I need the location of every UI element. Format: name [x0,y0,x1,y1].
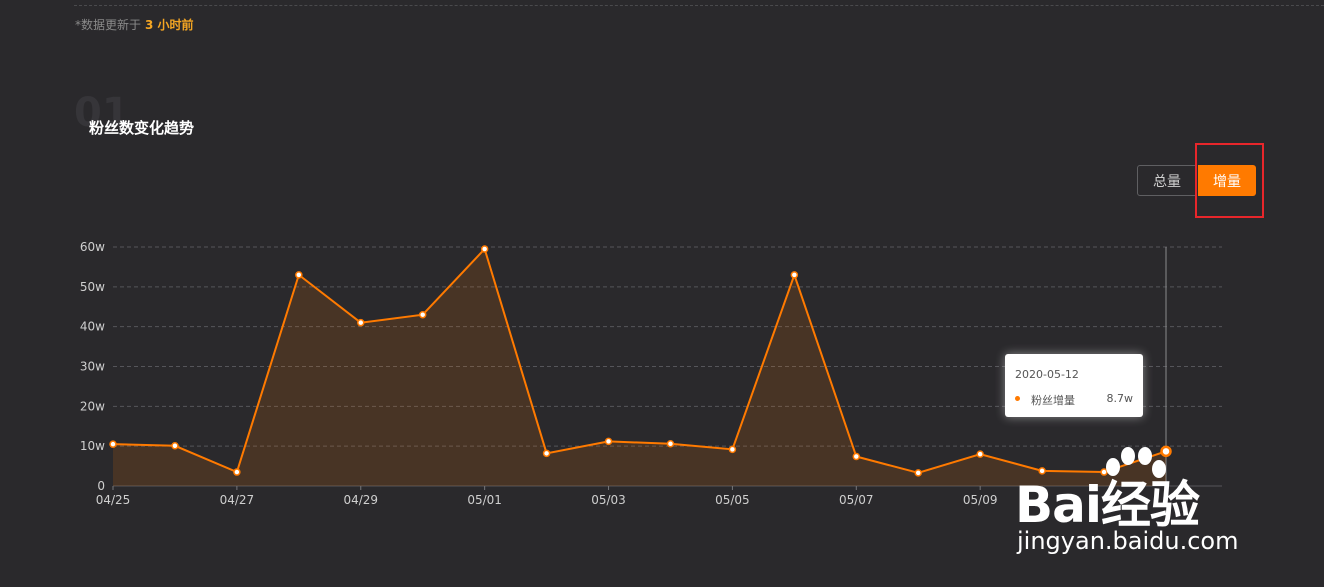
chart-tooltip: 2020-05-12 粉丝增量 8.7w [1005,354,1143,417]
update-prefix: *数据更新于 [75,18,142,32]
data-point [1100,468,1108,476]
data-point [418,310,427,319]
data-point [233,468,241,476]
y-tick-label: 20w [80,399,105,413]
data-point [1160,445,1172,458]
y-tick-label: 30w [80,360,105,374]
y-tick-label: 0 [97,479,105,493]
update-time: 3 小时前 [145,18,194,32]
data-point [666,440,675,448]
x-tick-label: 04/29 [343,493,378,507]
section-title: 粉丝数变化趋势 [89,119,195,137]
data-point [295,271,303,279]
data-point [171,442,179,450]
x-tick-label: 05/01 [467,493,502,507]
increment-toggle-button[interactable]: 增量 [1198,165,1256,196]
y-tick-label: 10w [80,439,105,453]
top-divider [74,5,1324,6]
tooltip-series-dot [1015,396,1020,401]
x-tick-label: 05/05 [715,493,750,507]
highlight-box [1195,143,1264,218]
y-tick-label: 60w [80,240,105,254]
data-point [542,449,551,458]
data-point [604,437,613,446]
data-point [1038,467,1046,475]
data-point [109,440,117,448]
series-area [113,248,1166,486]
data-point [790,271,799,279]
data-point [976,450,984,458]
data-point [852,452,861,461]
data-point [914,469,922,477]
x-tick-label: 04/27 [220,493,255,507]
x-tick-label: 04/25 [96,493,131,507]
update-note: *数据更新于 3 小时前 [75,16,194,33]
x-tick-label: 05/03 [591,493,626,507]
section-number: 01 [74,90,130,136]
series-line [112,247,1167,474]
data-point [357,318,365,327]
tooltip-date: 2020-05-12 [1015,368,1079,381]
x-tick-label: 05/09 [963,493,998,507]
tooltip-value: 8.7w [1106,392,1134,405]
tooltip-series-name: 粉丝增量 [1031,394,1075,407]
data-point [480,245,489,253]
data-point [728,445,737,454]
y-tick-label: 40w [80,320,105,334]
y-tick-label: 50w [80,280,105,294]
x-tick-label: 05/07 [839,493,874,507]
